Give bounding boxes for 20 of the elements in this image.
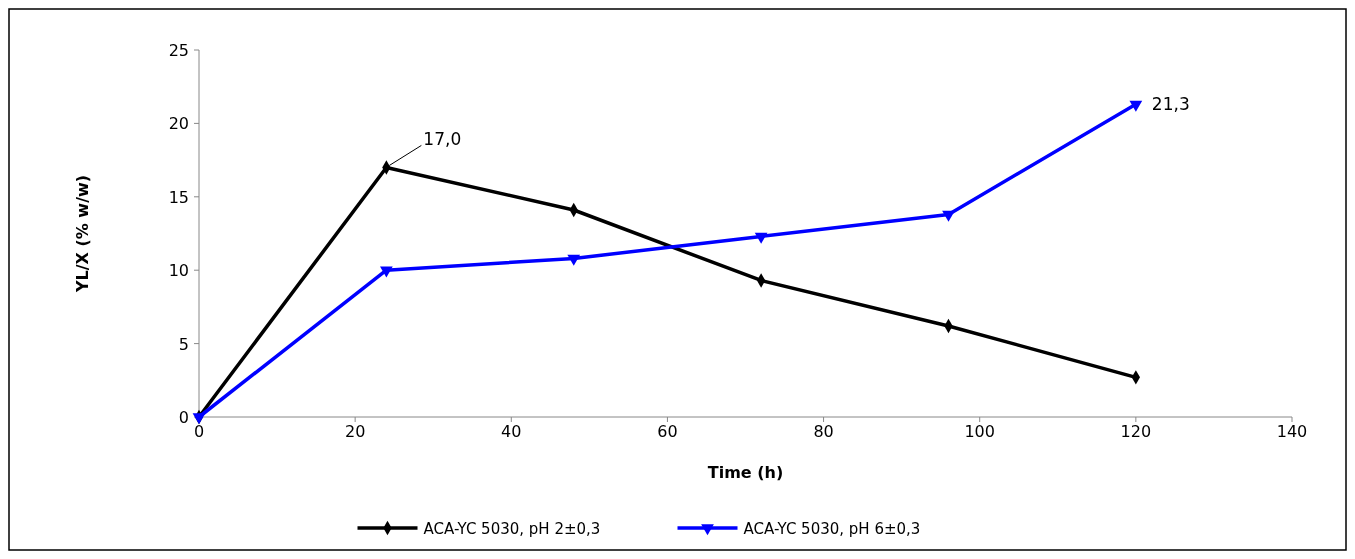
y-axis-title: YL/X (% w/w)	[73, 174, 92, 294]
x-tick-label: 140	[1276, 422, 1308, 441]
x-tick-label: 60	[657, 422, 678, 441]
annotation: 21,3	[1151, 94, 1190, 115]
annotation: 17,0	[423, 129, 462, 150]
y-tick-label: 0	[178, 408, 189, 427]
y-tick-label: 5	[178, 334, 189, 354]
x-axis-title: Time (h)	[707, 463, 784, 482]
y-tick-label: 10	[168, 261, 189, 281]
x-tick-label: 40	[501, 422, 522, 441]
legend-label: ACA-YC 5030, pH 6±0,3	[743, 520, 921, 538]
y-tick-label: 15	[168, 187, 189, 207]
y-tick-label: 25	[168, 41, 189, 60]
x-tick-label: 100	[964, 422, 995, 441]
x-tick-label: 120	[1120, 422, 1152, 441]
x-tick-label: 80	[813, 422, 834, 441]
y-tick-label: 20	[168, 114, 189, 134]
legend-label: ACA-YC 5030, pH 2±0,3	[423, 520, 601, 538]
x-tick-label: 0	[193, 422, 205, 441]
x-tick-label: 20	[344, 422, 366, 441]
